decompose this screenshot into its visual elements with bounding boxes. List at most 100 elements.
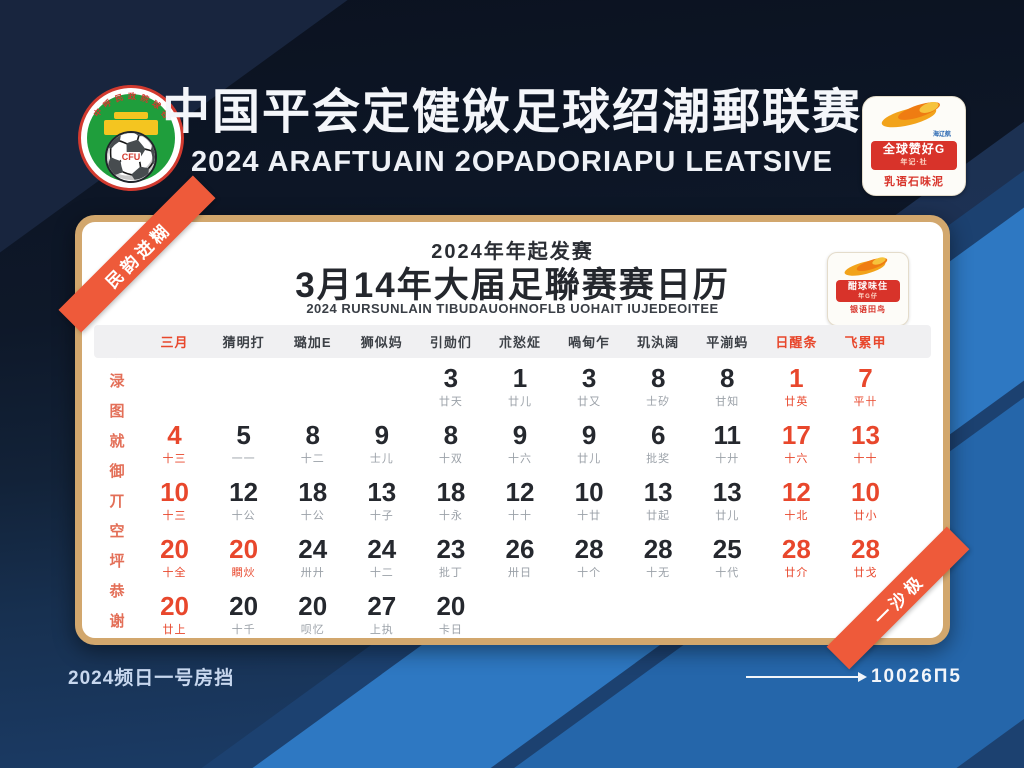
calendar-cell[interactable]: 8 十二 [278, 419, 347, 476]
date-sub-label: 十六 [784, 453, 809, 465]
card-kicker: 2024年年起发赛 [431, 241, 594, 263]
date-number: 10 [160, 477, 189, 507]
date-number: 12 [505, 477, 535, 507]
date-number: 20 [436, 591, 466, 621]
calendar-cell[interactable]: 17 十六 [762, 419, 831, 476]
calendar-cell[interactable]: 10 十三 [140, 476, 209, 533]
calendar-cell[interactable]: 20 十全 [140, 533, 209, 590]
calendar-cell[interactable]: 28 廿戈 [831, 533, 900, 590]
date-number: 26 [505, 534, 535, 564]
calendar-cell[interactable]: 24 卅廾 [278, 533, 347, 590]
calendar-cell[interactable]: 12 十十 [485, 476, 554, 533]
date-number: 8 [443, 420, 459, 450]
date-sub-label: 十六 [507, 453, 532, 465]
calendar-cell[interactable]: 20 廿上 [140, 590, 209, 647]
calendar-cell[interactable]: 18 十永 [416, 476, 485, 533]
calendar-cell[interactable]: 12 十公 [209, 476, 278, 533]
seal-character: 坪 [109, 553, 125, 570]
logo-arc-char: 政 [128, 92, 136, 101]
seal-character: 图 [109, 403, 125, 420]
date-number: 8 [650, 363, 666, 393]
calendar-cell[interactable]: 20 十千 [209, 590, 278, 647]
calendar-cell-empty [209, 362, 278, 419]
date-sub-label: 廿儿 [507, 396, 532, 408]
calendar-cell[interactable]: 1 廿儿 [485, 362, 554, 419]
calendar-cell[interactable]: 25 十代 [693, 533, 762, 590]
sponsor-caption: 海辽航 [932, 132, 951, 138]
calendar-cell-empty [555, 590, 624, 647]
seal-character: 就 [109, 433, 125, 450]
calendar-cell[interactable]: 11 十廾 [693, 419, 762, 476]
calendar-cell-empty [624, 590, 693, 647]
date-sub-label: 十代 [715, 567, 740, 579]
calendar-cell[interactable]: 13 十十 [831, 419, 900, 476]
logo-hall-shape [104, 120, 158, 135]
calendar-cell[interactable]: 5 一一 [209, 419, 278, 476]
date-number: 8 [305, 420, 320, 450]
calendar-cell[interactable]: 9 十六 [485, 419, 554, 476]
calendar-cell[interactable]: 20 呗忆 [278, 590, 347, 647]
calendar-cell-empty [347, 362, 416, 419]
card-sponsor-footer-text: 银语田鸟 [850, 305, 886, 315]
date-number: 28 [643, 534, 673, 564]
date-sub-label: 十千 [231, 624, 256, 636]
calendar-cell[interactable]: 3 廿又 [555, 362, 624, 419]
calendar-cell[interactable]: 20 瞷炏 [209, 533, 278, 590]
calendar-cell[interactable]: 13 廿起 [624, 476, 693, 533]
date-number: 9 [374, 420, 390, 450]
calendar-cell[interactable]: 8 甘知 [693, 362, 762, 419]
calendar-cell[interactable]: 1 廿英 [762, 362, 831, 419]
calendar-header-row: 三月 猜明打 璐加E 狮似妈 引勋们 朮悐炡 喎甸乍 玑汍阔 平湔蚂 日醒条 飞累甲 [140, 325, 900, 358]
calendar-weekday-label: 玑汍阔 [637, 335, 680, 350]
calendar-cell[interactable]: 24 十二 [347, 533, 416, 590]
calendar-cell[interactable]: 13 十子 [347, 476, 416, 533]
date-sub-label: 士矽 [646, 396, 671, 408]
calendar-cell[interactable]: 28 十个 [555, 533, 624, 590]
seal-character: 御 [109, 463, 125, 480]
sponsor-badge: 海辽航 全球赞好G 年记·社 乳语石味泥 [862, 96, 966, 196]
football-association-logo: 中呼民政院球谷 ⚽ CFU [78, 85, 184, 191]
date-sub-label: 十永 [438, 510, 463, 522]
date-sub-label: 十廾 [715, 453, 740, 465]
seal-character: 谢 [109, 613, 125, 630]
calendar-cell[interactable]: 12 十北 [762, 476, 831, 533]
calendar-cell[interactable]: 13 廿儿 [693, 476, 762, 533]
calendar-cell[interactable]: 7 平卄 [831, 362, 900, 419]
date-sub-label: 十公 [300, 510, 325, 522]
calendar-cell[interactable]: 18 十公 [278, 476, 347, 533]
date-sub-label: 批奖 [646, 453, 671, 465]
calendar-cell[interactable]: 23 批丁 [416, 533, 485, 590]
calendar-cell[interactable]: 6 批奖 [624, 419, 693, 476]
seal-character: 空 [109, 523, 125, 540]
date-number: 20 [160, 534, 189, 564]
logo-arc-text: 中呼民政院球谷 [78, 85, 184, 191]
calendar-cell[interactable]: 27 上执 [347, 590, 416, 647]
footer-right-code: 10026П5 [870, 666, 962, 687]
date-number: 12 [229, 477, 259, 507]
calendar-cell[interactable]: 8 士矽 [624, 362, 693, 419]
calendar-cell[interactable]: 20 卡日 [416, 590, 485, 647]
calendar-cell[interactable]: 9 士儿 [347, 419, 416, 476]
logo-ball-label: CFU [120, 152, 142, 162]
calendar-cell[interactable]: 28 十无 [624, 533, 693, 590]
card-sponsor-band-line2: 年G仔 [858, 294, 878, 301]
calendar-cell[interactable]: 10 廿小 [831, 476, 900, 533]
date-sub-label: 廿天 [438, 396, 463, 408]
calendar-cell-empty [140, 362, 209, 419]
calendar-cell[interactable]: 3 廿天 [416, 362, 485, 419]
calendar-cell[interactable]: 28 廿介 [762, 533, 831, 590]
date-sub-label: 廿戈 [853, 567, 878, 579]
date-number: 24 [367, 534, 397, 564]
calendar-cell[interactable]: 26 卅日 [485, 533, 554, 590]
date-number: 3 [443, 363, 459, 393]
calendar-cell[interactable]: 8 十双 [416, 419, 485, 476]
date-number: 23 [436, 534, 466, 564]
date-sub-label: 十十 [853, 453, 878, 465]
calendar-weekday-label: 三月 [160, 335, 189, 350]
calendar-cell[interactable]: 10 十廿 [555, 476, 624, 533]
calendar-cell-empty [485, 590, 554, 647]
date-sub-label: 十双 [438, 453, 463, 465]
date-sub-label: 卅日 [507, 567, 532, 579]
calendar-cell[interactable]: 9 廿儿 [555, 419, 624, 476]
calendar-cell[interactable]: 4 十三 [140, 419, 209, 476]
